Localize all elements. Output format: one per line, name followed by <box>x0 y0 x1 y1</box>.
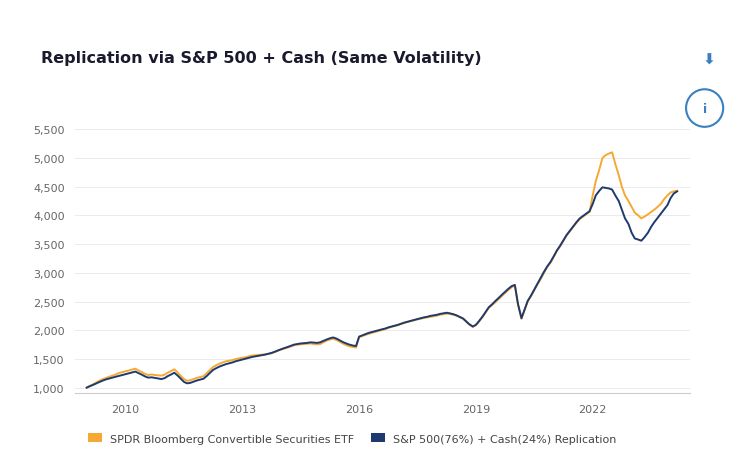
Line: S&P 500(76%) + Cash(24%) Replication: S&P 500(76%) + Cash(24%) Replication <box>87 188 677 388</box>
SPDR Bloomberg Convertible Securities ETF <box>86 383 94 389</box>
SPDR Bloomberg Convertible Securities ETF <box>267 350 276 356</box>
S&P 500(76%) + Cash(24%) Replication <box>82 385 92 391</box>
S&P 500(76%) + Cash(24%) Replication <box>172 373 182 378</box>
Legend: SPDR Bloomberg Convertible Securities ETF, S&P 500(76%) + Cash(24%) Replication: SPDR Bloomberg Convertible Securities ET… <box>84 429 621 448</box>
Text: ⬇: ⬇ <box>702 53 715 68</box>
S&P 500(76%) + Cash(24%) Replication <box>267 350 276 356</box>
SPDR Bloomberg Convertible Securities ETF <box>381 326 390 332</box>
Line: SPDR Bloomberg Convertible Securities ETF: SPDR Bloomberg Convertible Securities ET… <box>87 153 677 388</box>
SPDR Bloomberg Convertible Securities ETF <box>608 150 616 156</box>
S&P 500(76%) + Cash(24%) Replication <box>86 384 94 389</box>
S&P 500(76%) + Cash(24%) Replication <box>598 185 607 191</box>
S&P 500(76%) + Cash(24%) Replication <box>335 338 344 344</box>
Text: i: i <box>703 102 706 115</box>
SPDR Bloomberg Convertible Securities ETF <box>673 188 682 194</box>
SPDR Bloomberg Convertible Securities ETF <box>172 369 182 375</box>
S&P 500(76%) + Cash(24%) Replication <box>673 189 682 195</box>
S&P 500(76%) + Cash(24%) Replication <box>381 326 390 332</box>
SPDR Bloomberg Convertible Securities ETF <box>335 339 344 345</box>
SPDR Bloomberg Convertible Securities ETF <box>82 385 92 391</box>
S&P 500(76%) + Cash(24%) Replication <box>160 375 169 381</box>
SPDR Bloomberg Convertible Securities ETF <box>160 372 169 378</box>
Text: Replication via S&P 500 + Cash (Same Volatility): Replication via S&P 500 + Cash (Same Vol… <box>41 51 482 66</box>
